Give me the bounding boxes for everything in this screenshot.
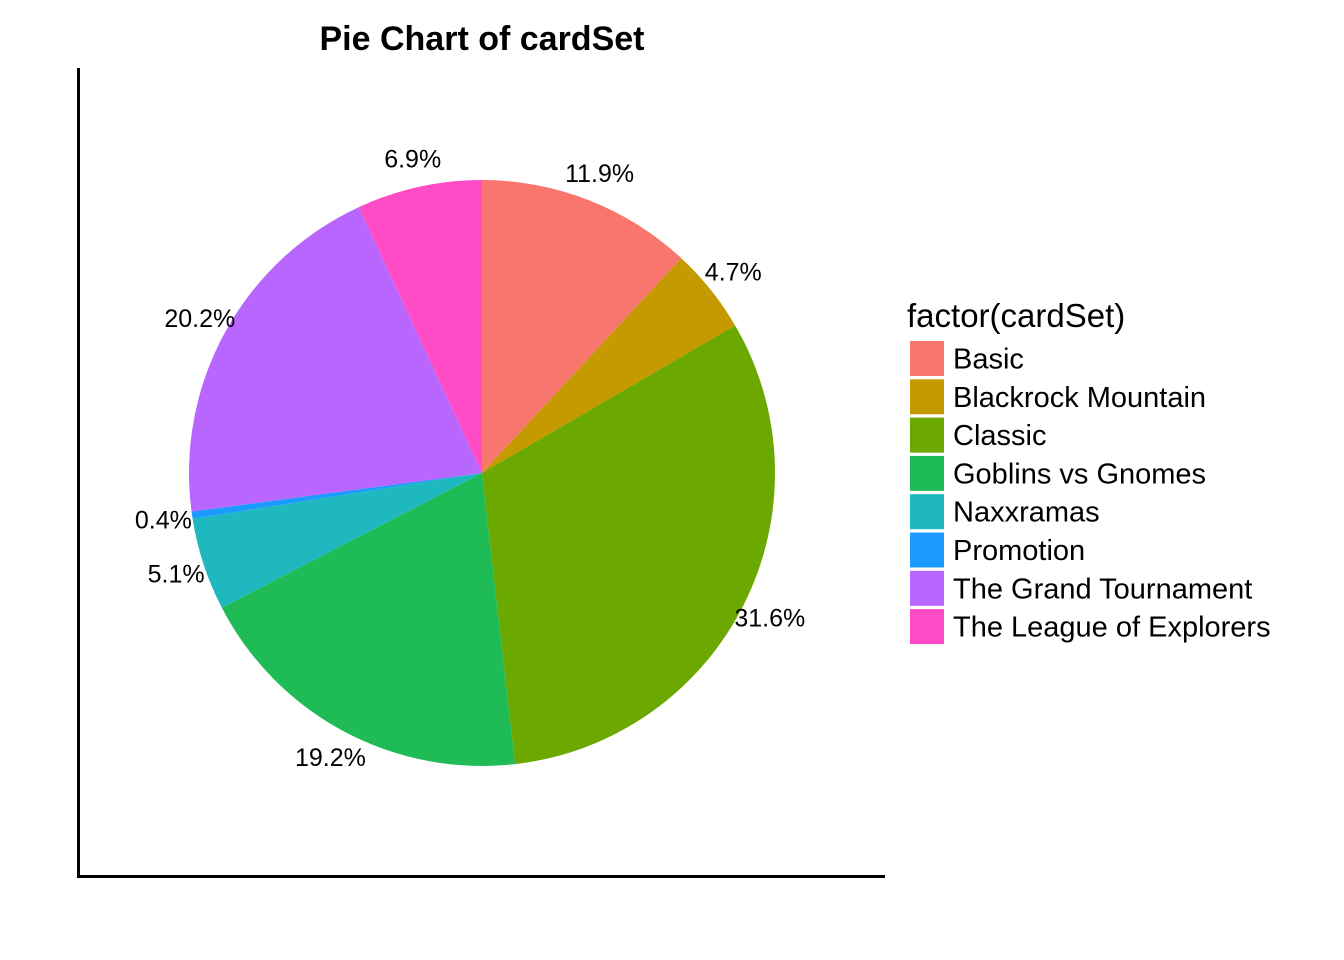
legend-item-promotion: Promotion (910, 532, 1085, 568)
legend-item-basic: Basic (910, 341, 1024, 376)
slice-label-promotion: 0.4% (135, 506, 192, 534)
legend-item-blackrock-mountain: Blackrock Mountain (910, 379, 1206, 415)
legend-item-classic: Classic (910, 417, 1046, 453)
slice-label-classic: 31.6% (734, 604, 805, 632)
slice-labels: 11.9% 4.7% 31.6% 19.2% 5.1% 0.4% 20.2% 6.9% (135, 146, 805, 773)
legend-swatch (910, 341, 944, 376)
legend: factor(cardSet) Basic Blackrock Mountain C… (907, 297, 1271, 645)
pie-slice-promotion (191, 473, 483, 519)
slice-label-blackrock-mountain: 4.7% (705, 259, 762, 287)
legend-swatch (910, 532, 944, 568)
pie-slice-the-grand-tournament (189, 207, 482, 512)
legend-label: Goblins vs Gnomes (953, 458, 1206, 490)
legend-item-goblins-vs-gnomes: Goblins vs Gnomes (910, 455, 1206, 491)
chart-title: Pie Chart of cardSet (320, 20, 645, 58)
legend-swatch (910, 379, 944, 415)
axis-lines (77, 68, 885, 878)
legend-label: Basic (953, 344, 1024, 376)
legend-label: Blackrock Mountain (953, 382, 1206, 414)
legend-item-the-league-of-explorers: The League of Explorers (910, 609, 1271, 645)
legend-title: factor(cardSet) (907, 297, 1125, 334)
legend-label: Promotion (953, 535, 1085, 567)
slice-label-the-grand-tournament: 20.2% (164, 305, 235, 333)
pie-slice-naxxramas (192, 473, 483, 608)
legend-swatch (910, 609, 944, 645)
legend-label: Naxxramas (953, 497, 1100, 529)
pie-slice-basic (482, 180, 682, 473)
pie-slice-blackrock-mountain (482, 258, 736, 473)
pie-slice-classic (482, 325, 776, 765)
legend-label: The League of Explorers (953, 612, 1271, 644)
legend-label: Classic (953, 420, 1046, 452)
slice-label-the-league-of-explorers: 6.9% (384, 146, 441, 174)
legend-swatch (910, 494, 944, 530)
pie-slices (189, 180, 776, 767)
pie-slice-goblins-vs-gnomes (221, 473, 516, 767)
pie-slice-the-league-of-explorers (358, 180, 482, 473)
legend-swatch (910, 417, 944, 453)
slice-label-naxxramas: 5.1% (148, 561, 205, 589)
slice-label-basic: 11.9% (565, 160, 634, 188)
legend-swatch (910, 570, 944, 606)
slice-label-goblins-vs-gnomes: 19.2% (295, 744, 366, 772)
legend-label: The Grand Tournament (953, 573, 1252, 605)
legend-swatch (910, 455, 944, 491)
legend-item-the-grand-tournament: The Grand Tournament (910, 570, 1252, 606)
legend-item-naxxramas: Naxxramas (910, 494, 1100, 530)
